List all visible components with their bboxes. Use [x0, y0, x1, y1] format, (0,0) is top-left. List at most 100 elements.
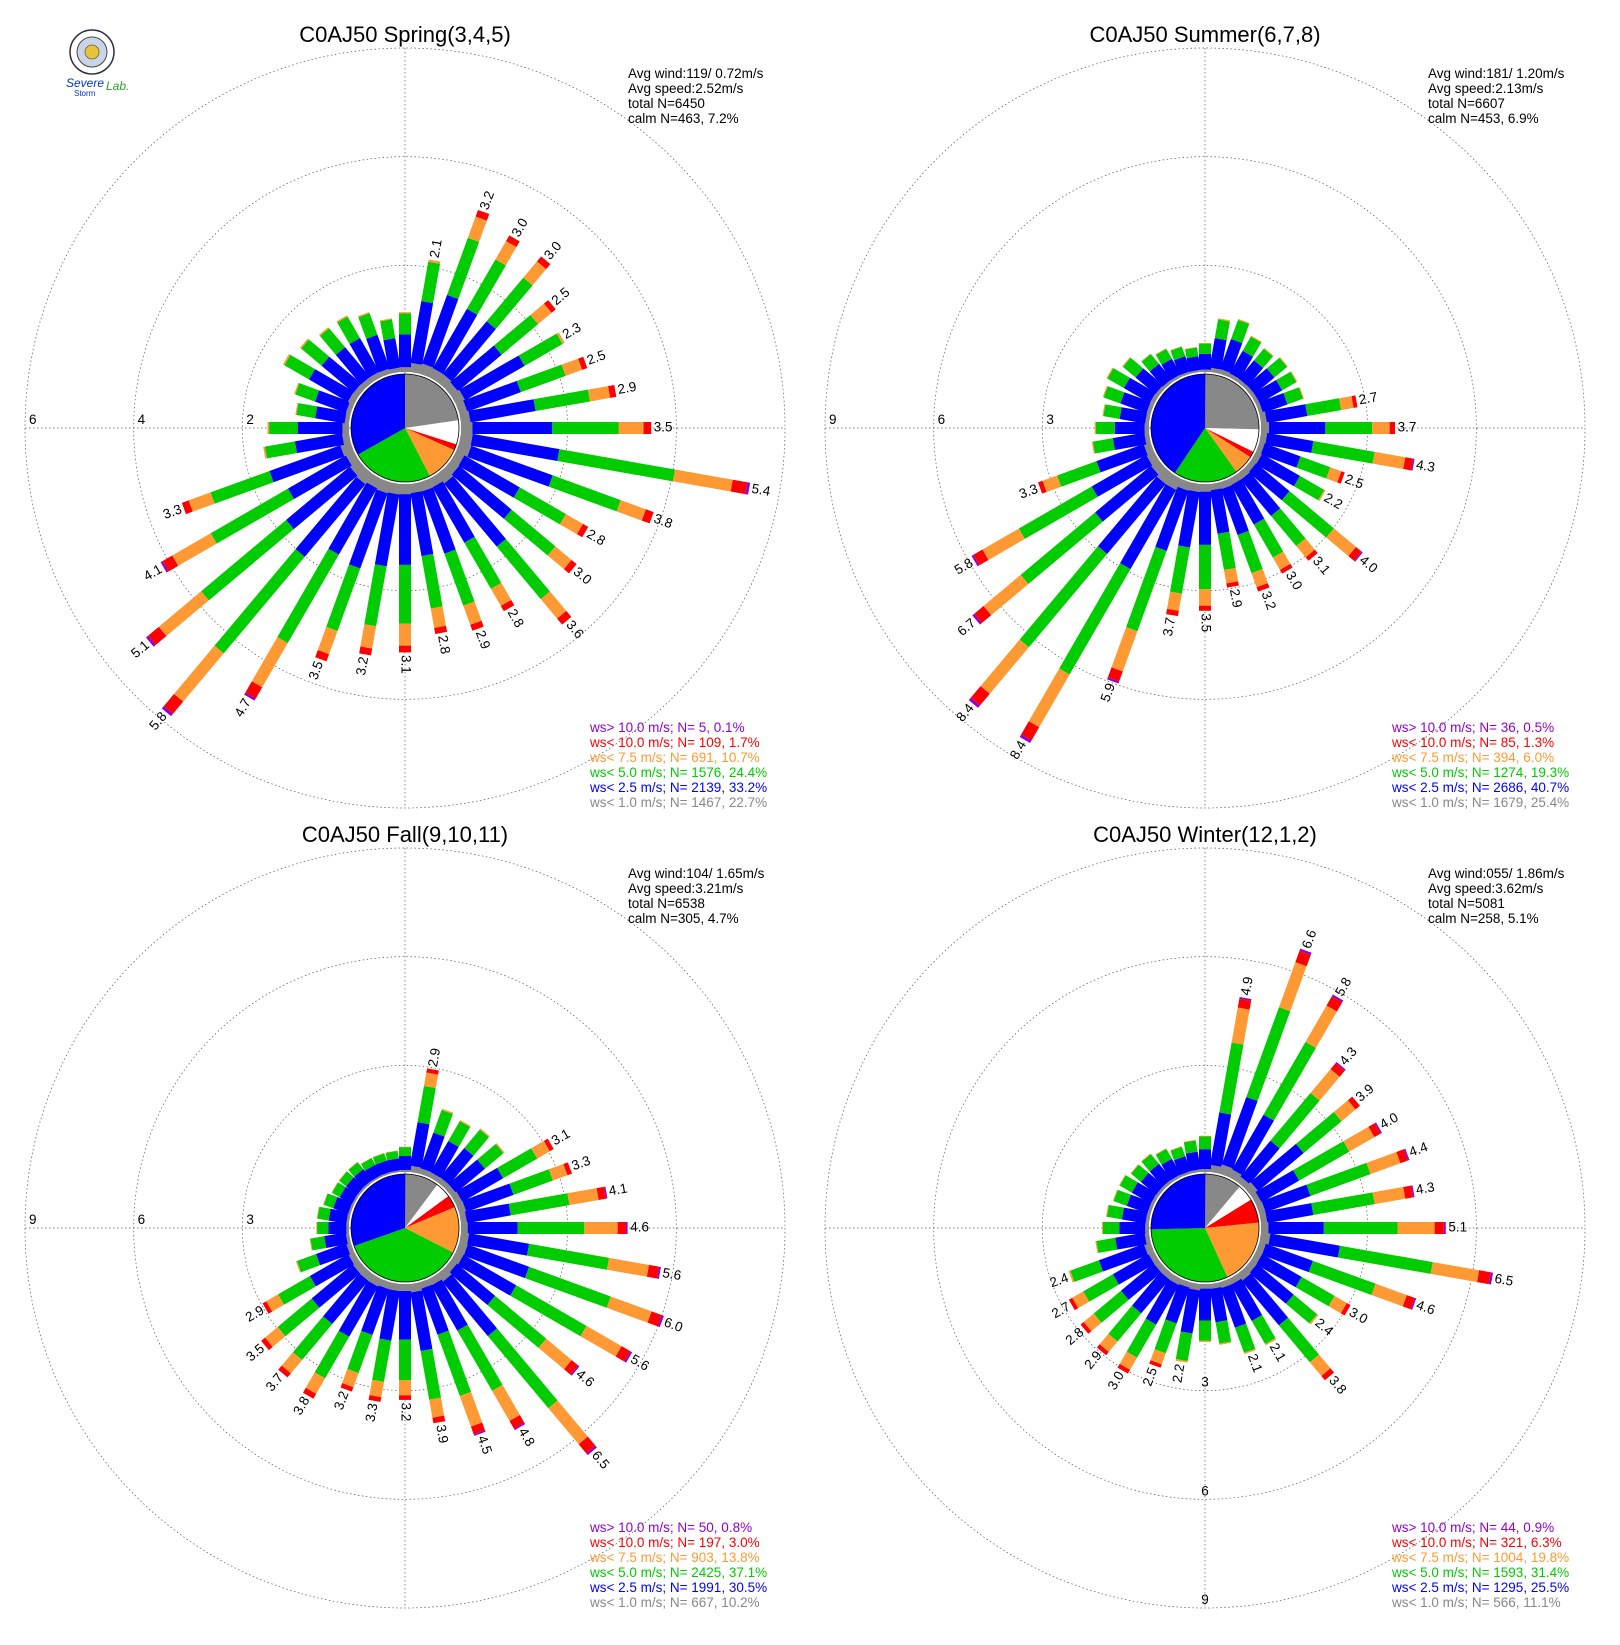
- bar-segment-gt10: [1403, 1148, 1410, 1161]
- bar-segment-lt25: [349, 337, 380, 378]
- bar-segment-lt75: [188, 492, 215, 512]
- bar-segment-lt25: [1149, 1163, 1172, 1187]
- bar-segment-lt5: [527, 1243, 610, 1270]
- direction-bar: [1094, 422, 1149, 434]
- direction-bar: [399, 1284, 411, 1400]
- direction-bar: [1218, 478, 1270, 592]
- bar-segment-lt25: [459, 355, 525, 401]
- bar-segment-lt5: [1175, 1331, 1193, 1362]
- bar-segment-lt25: [328, 1222, 347, 1234]
- bar-segment-lt75: [1068, 1270, 1075, 1283]
- bar-segment-lt10: [500, 599, 515, 612]
- legend-entry-lt25: ws< 2.5 m/s; N= 1295, 25.5%: [1391, 1580, 1569, 1595]
- bar-segment-lt25: [458, 455, 520, 498]
- bar-segment-lt25: [1240, 472, 1281, 517]
- bar-segment-gt10: [1410, 1297, 1417, 1310]
- speed-share-pie: [350, 1173, 460, 1283]
- bar-segment-lt10: [1403, 457, 1414, 471]
- bar-segment-lt25: [1140, 1172, 1164, 1195]
- bar-segment-lt75: [580, 1325, 622, 1357]
- bar-segment-lt75: [1366, 1151, 1401, 1175]
- bar-segment-lt1: [1149, 392, 1160, 406]
- bar-value-label: 3.1: [1310, 553, 1334, 577]
- bar-segment-lt1: [459, 1211, 468, 1225]
- bar-value-label: 5.1: [1448, 1220, 1467, 1235]
- bar-segment-lt5: [437, 1330, 472, 1397]
- bar-segment-lt1: [1236, 378, 1248, 389]
- bar-value-label: 3.8: [1326, 1373, 1350, 1397]
- bar-segment-lt5: [503, 509, 556, 556]
- bar-segment-lt25: [386, 1158, 401, 1173]
- bar-segment-lt1: [1178, 1278, 1192, 1288]
- bar-value-label: 4.6: [630, 1220, 649, 1235]
- bar-value-label: 3.3: [362, 1402, 380, 1423]
- bar-segment-lt1: [345, 401, 355, 415]
- bar-value-label: 3.0: [571, 564, 595, 588]
- bar-segment-lt1: [1188, 1169, 1202, 1174]
- bar-segment-lt75: [1279, 962, 1307, 1012]
- radial-tick-label: 2: [246, 412, 254, 427]
- bar-segment-lt5: [552, 422, 619, 434]
- bar-segment-lt5: [1092, 438, 1115, 454]
- bar-segment-lt25: [309, 369, 354, 402]
- radial-tick-label: 9: [29, 1212, 37, 1227]
- bar-segment-lt75: [1102, 404, 1106, 417]
- direction-bar: [1227, 335, 1262, 383]
- bar-segment-lt1: [1259, 411, 1267, 425]
- bar-segment-lt25: [1120, 1263, 1162, 1300]
- direction-bar: [1096, 1267, 1174, 1356]
- pie-slice-lt5: [1174, 428, 1237, 483]
- bar-segment-lt25: [1246, 368, 1275, 395]
- direction-bar: [348, 1161, 374, 1189]
- bar-segment-lt10: [578, 356, 588, 370]
- legend-entry-lt75: ws< 7.5 m/s; N= 394, 6.0%: [1391, 750, 1554, 765]
- bar-segment-lt25: [432, 308, 478, 375]
- legend-entry-lt1: ws< 1.0 m/s; N= 566, 11.1%: [1391, 1595, 1561, 1610]
- direction-bar: [450, 1138, 554, 1206]
- bar-segment-lt25: [1209, 488, 1230, 534]
- stat-line: Avg speed:3.21m/s: [628, 881, 744, 896]
- bar-segment-lt5: [210, 488, 294, 544]
- bar-segment-lt1: [363, 1179, 374, 1189]
- bar-segment-lt5: [1296, 456, 1331, 479]
- direction-bar: [408, 1282, 446, 1424]
- bar-segment-lt75: [1343, 1126, 1375, 1152]
- direction-bar: [263, 431, 351, 459]
- direction-bar: [1106, 367, 1160, 406]
- bar-segment-lt25: [379, 1289, 400, 1341]
- bar-segment-lt10: [1149, 1360, 1162, 1368]
- bar-value-label: 3.2: [477, 189, 498, 212]
- direction-bar: [1259, 395, 1358, 425]
- bar-segment-lt1: [408, 482, 423, 494]
- bar-segment-lt1: [1199, 1169, 1211, 1172]
- bar-value-label: 2.5: [1343, 471, 1366, 492]
- bar-segment-lt25: [430, 1140, 459, 1178]
- bar-segment-lt25: [383, 338, 401, 370]
- bar-segment-lt5: [1285, 1294, 1318, 1324]
- bar-value-label: 4.4: [1407, 1139, 1430, 1160]
- radial-tick-label: 9: [1201, 1592, 1209, 1607]
- bar-segment-lt5: [421, 261, 441, 304]
- direction-bar: [379, 318, 402, 374]
- bar-segment-lt10: [557, 610, 572, 625]
- bar-segment-lt10: [434, 625, 448, 635]
- bar-segment-lt5: [1253, 518, 1284, 558]
- bar-segment-lt25: [409, 1122, 430, 1168]
- direction-bar: [385, 1150, 402, 1174]
- bar-value-label: 4.3: [1336, 1044, 1360, 1068]
- bar-segment-lt25: [323, 1273, 369, 1325]
- bar-segment-lt1: [1259, 431, 1268, 445]
- bar-segment-lt10: [1389, 422, 1396, 434]
- bar-segment-gt10: [473, 1430, 486, 1436]
- pie-outline: [1150, 373, 1260, 483]
- bar-segment-lt1: [408, 362, 423, 374]
- bar-value-label: 4.7: [231, 696, 253, 720]
- bar-segment-lt25: [324, 1232, 348, 1248]
- direction-bar: [336, 315, 383, 383]
- bar-segment-lt5: [1337, 1245, 1433, 1274]
- bar-value-label: 3.5: [1198, 613, 1213, 632]
- direction-bar: [368, 1282, 402, 1402]
- bar-segment-lt5: [447, 237, 480, 300]
- bar-segment-lt25: [1265, 432, 1314, 453]
- bar-segment-gt10: [145, 635, 156, 647]
